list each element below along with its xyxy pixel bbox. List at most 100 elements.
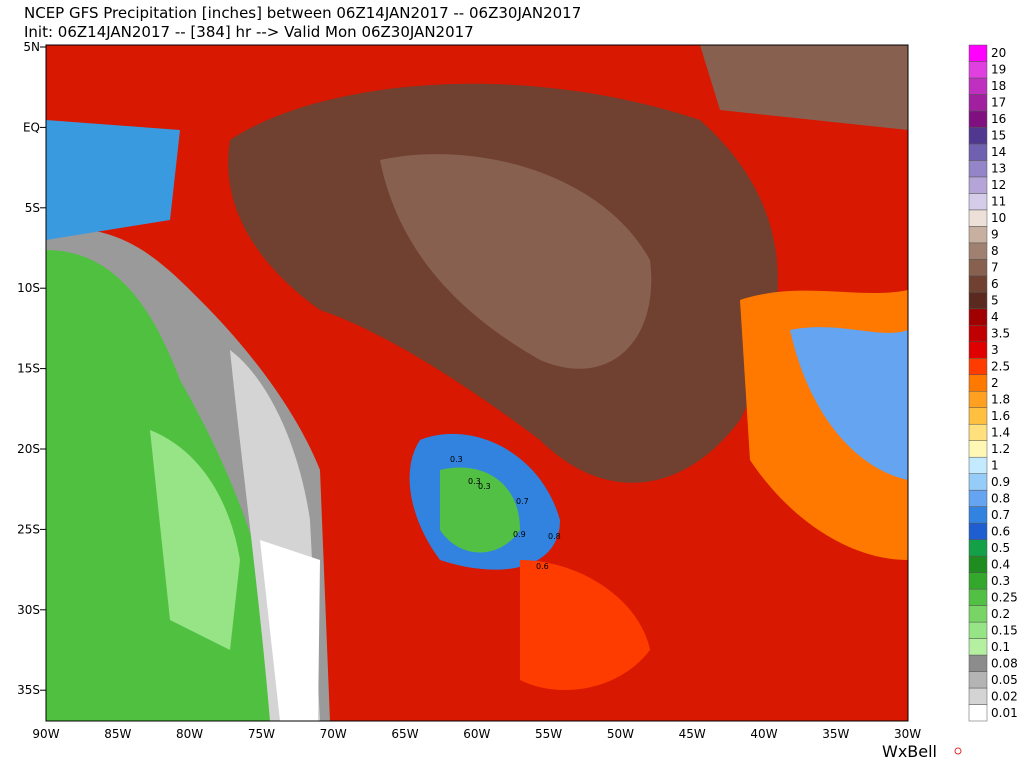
lon-label: 50W bbox=[607, 727, 634, 741]
colorbar-label: 12 bbox=[991, 178, 1006, 192]
colorbar-swatch bbox=[968, 555, 988, 573]
colorbar-swatch bbox=[968, 226, 988, 244]
lat-label: 35S bbox=[17, 683, 40, 697]
lat-label: 30S bbox=[17, 603, 40, 617]
lon-label: 40W bbox=[750, 727, 777, 741]
colorbar-label: 2.5 bbox=[991, 360, 1010, 374]
colorbar-swatch bbox=[968, 292, 988, 310]
map-field bbox=[45, 44, 909, 722]
colorbar-swatch bbox=[968, 704, 988, 722]
colorbar-label: 0.9 bbox=[991, 475, 1010, 489]
colorbar-swatch bbox=[968, 110, 988, 128]
colorbar-label: 3.5 bbox=[991, 327, 1010, 341]
colorbar-label: 0.5 bbox=[991, 541, 1010, 555]
colorbar-label: 0.15 bbox=[991, 623, 1018, 637]
colorbar-swatch bbox=[968, 539, 988, 557]
lon-label: 60W bbox=[463, 727, 490, 741]
lon-label: 55W bbox=[535, 727, 562, 741]
contour-label: 0.3 bbox=[478, 482, 491, 491]
colorbar-label: 0.7 bbox=[991, 508, 1010, 522]
lon-label: 70W bbox=[320, 727, 347, 741]
colorbar-swatch bbox=[968, 44, 988, 62]
colorbar-swatch bbox=[968, 671, 988, 689]
colorbar-swatch bbox=[968, 275, 988, 293]
lat-label: 5S bbox=[25, 201, 40, 215]
colorbar-label: 4 bbox=[991, 310, 999, 324]
title: NCEP GFS Precipitation [inches] between … bbox=[24, 4, 581, 22]
colorbar-swatch bbox=[968, 77, 988, 95]
colorbar-label: 1 bbox=[991, 458, 999, 472]
colorbar-label: 7 bbox=[991, 261, 999, 275]
lat-label: 15S bbox=[17, 362, 40, 376]
colorbar-label: 14 bbox=[991, 145, 1006, 159]
colorbar-label: 18 bbox=[991, 79, 1006, 93]
colorbar-swatch bbox=[968, 473, 988, 491]
colorbar-label: 1.4 bbox=[991, 425, 1010, 439]
lon-label: 30W bbox=[894, 727, 921, 741]
colorbar-label: 16 bbox=[991, 112, 1006, 126]
colorbar-label: 20 bbox=[991, 46, 1006, 60]
colorbar-swatch bbox=[968, 61, 988, 79]
lat-label: 10S bbox=[17, 281, 40, 295]
colorbar-swatch bbox=[968, 127, 988, 145]
lon-label: 35W bbox=[822, 727, 849, 741]
colorbar-swatch bbox=[968, 687, 988, 705]
colorbar-swatch bbox=[968, 489, 988, 507]
colorbar-label: 5 bbox=[991, 294, 999, 308]
lat-label: EQ bbox=[23, 120, 40, 134]
lon-label: 45W bbox=[679, 727, 706, 741]
subtitle: Init: 06Z14JAN2017 -- [384] hr --> Valid… bbox=[24, 23, 474, 41]
colorbar-swatch bbox=[968, 390, 988, 408]
colorbar-label: 1.6 bbox=[991, 409, 1010, 423]
colorbar-label: 6 bbox=[991, 277, 999, 291]
colorbar-label: 0.25 bbox=[991, 590, 1018, 604]
colorbar-swatch bbox=[968, 308, 988, 326]
colorbar-swatch bbox=[968, 440, 988, 458]
lon-label: 90W bbox=[32, 727, 59, 741]
colorbar-label: 0.02 bbox=[991, 689, 1018, 703]
colorbar-swatch bbox=[968, 209, 988, 227]
colorbar-swatch bbox=[968, 176, 988, 194]
colorbar-label: 17 bbox=[991, 96, 1006, 110]
lon-label: 65W bbox=[391, 727, 418, 741]
colorbar-swatch bbox=[968, 605, 988, 623]
colorbar-label: 10 bbox=[991, 211, 1006, 225]
colorbar-label: 8 bbox=[991, 244, 999, 258]
colorbar-label: 1.8 bbox=[991, 392, 1010, 406]
colorbar-label: 0.01 bbox=[991, 706, 1018, 720]
colorbar-swatch bbox=[968, 341, 988, 359]
colorbar-label: 3 bbox=[991, 343, 999, 357]
colorbar-swatch bbox=[968, 522, 988, 540]
logo-mark bbox=[954, 747, 962, 755]
contour-label: 0.9 bbox=[513, 530, 526, 539]
colorbar-swatch bbox=[968, 259, 988, 277]
contour-label: 0.6 bbox=[536, 562, 549, 571]
colorbar-swatch bbox=[968, 374, 988, 392]
colorbar-label: 2 bbox=[991, 376, 999, 390]
lon-label: 85W bbox=[104, 727, 131, 741]
contour-label: 0.3 bbox=[450, 455, 463, 464]
colorbar-swatch bbox=[968, 160, 988, 178]
colorbar-label: 1.2 bbox=[991, 442, 1010, 456]
colorbar-label: 13 bbox=[991, 162, 1006, 176]
colorbar-label: 9 bbox=[991, 228, 999, 242]
colorbar-swatch bbox=[968, 572, 988, 590]
colorbar-label: 0.6 bbox=[991, 524, 1010, 538]
colorbar-swatch bbox=[968, 407, 988, 425]
colorbar-swatch bbox=[968, 193, 988, 211]
colorbar-label: 15 bbox=[991, 129, 1006, 143]
contour-label: 0.3 bbox=[468, 477, 481, 486]
colorbar-label: 0.1 bbox=[991, 640, 1010, 654]
contour-label: 0.8 bbox=[548, 532, 561, 541]
lat-label: 20S bbox=[17, 442, 40, 456]
colorbar-swatch bbox=[968, 242, 988, 260]
colorbar-label: 0.4 bbox=[991, 557, 1010, 571]
logo: WxBell bbox=[882, 742, 937, 761]
colorbar-swatch bbox=[968, 621, 988, 639]
colorbar-swatch bbox=[968, 143, 988, 161]
colorbar-swatch bbox=[968, 506, 988, 524]
colorbar-label: 0.2 bbox=[991, 607, 1010, 621]
colorbar-label: 0.05 bbox=[991, 673, 1018, 687]
colorbar-swatch bbox=[968, 638, 988, 656]
